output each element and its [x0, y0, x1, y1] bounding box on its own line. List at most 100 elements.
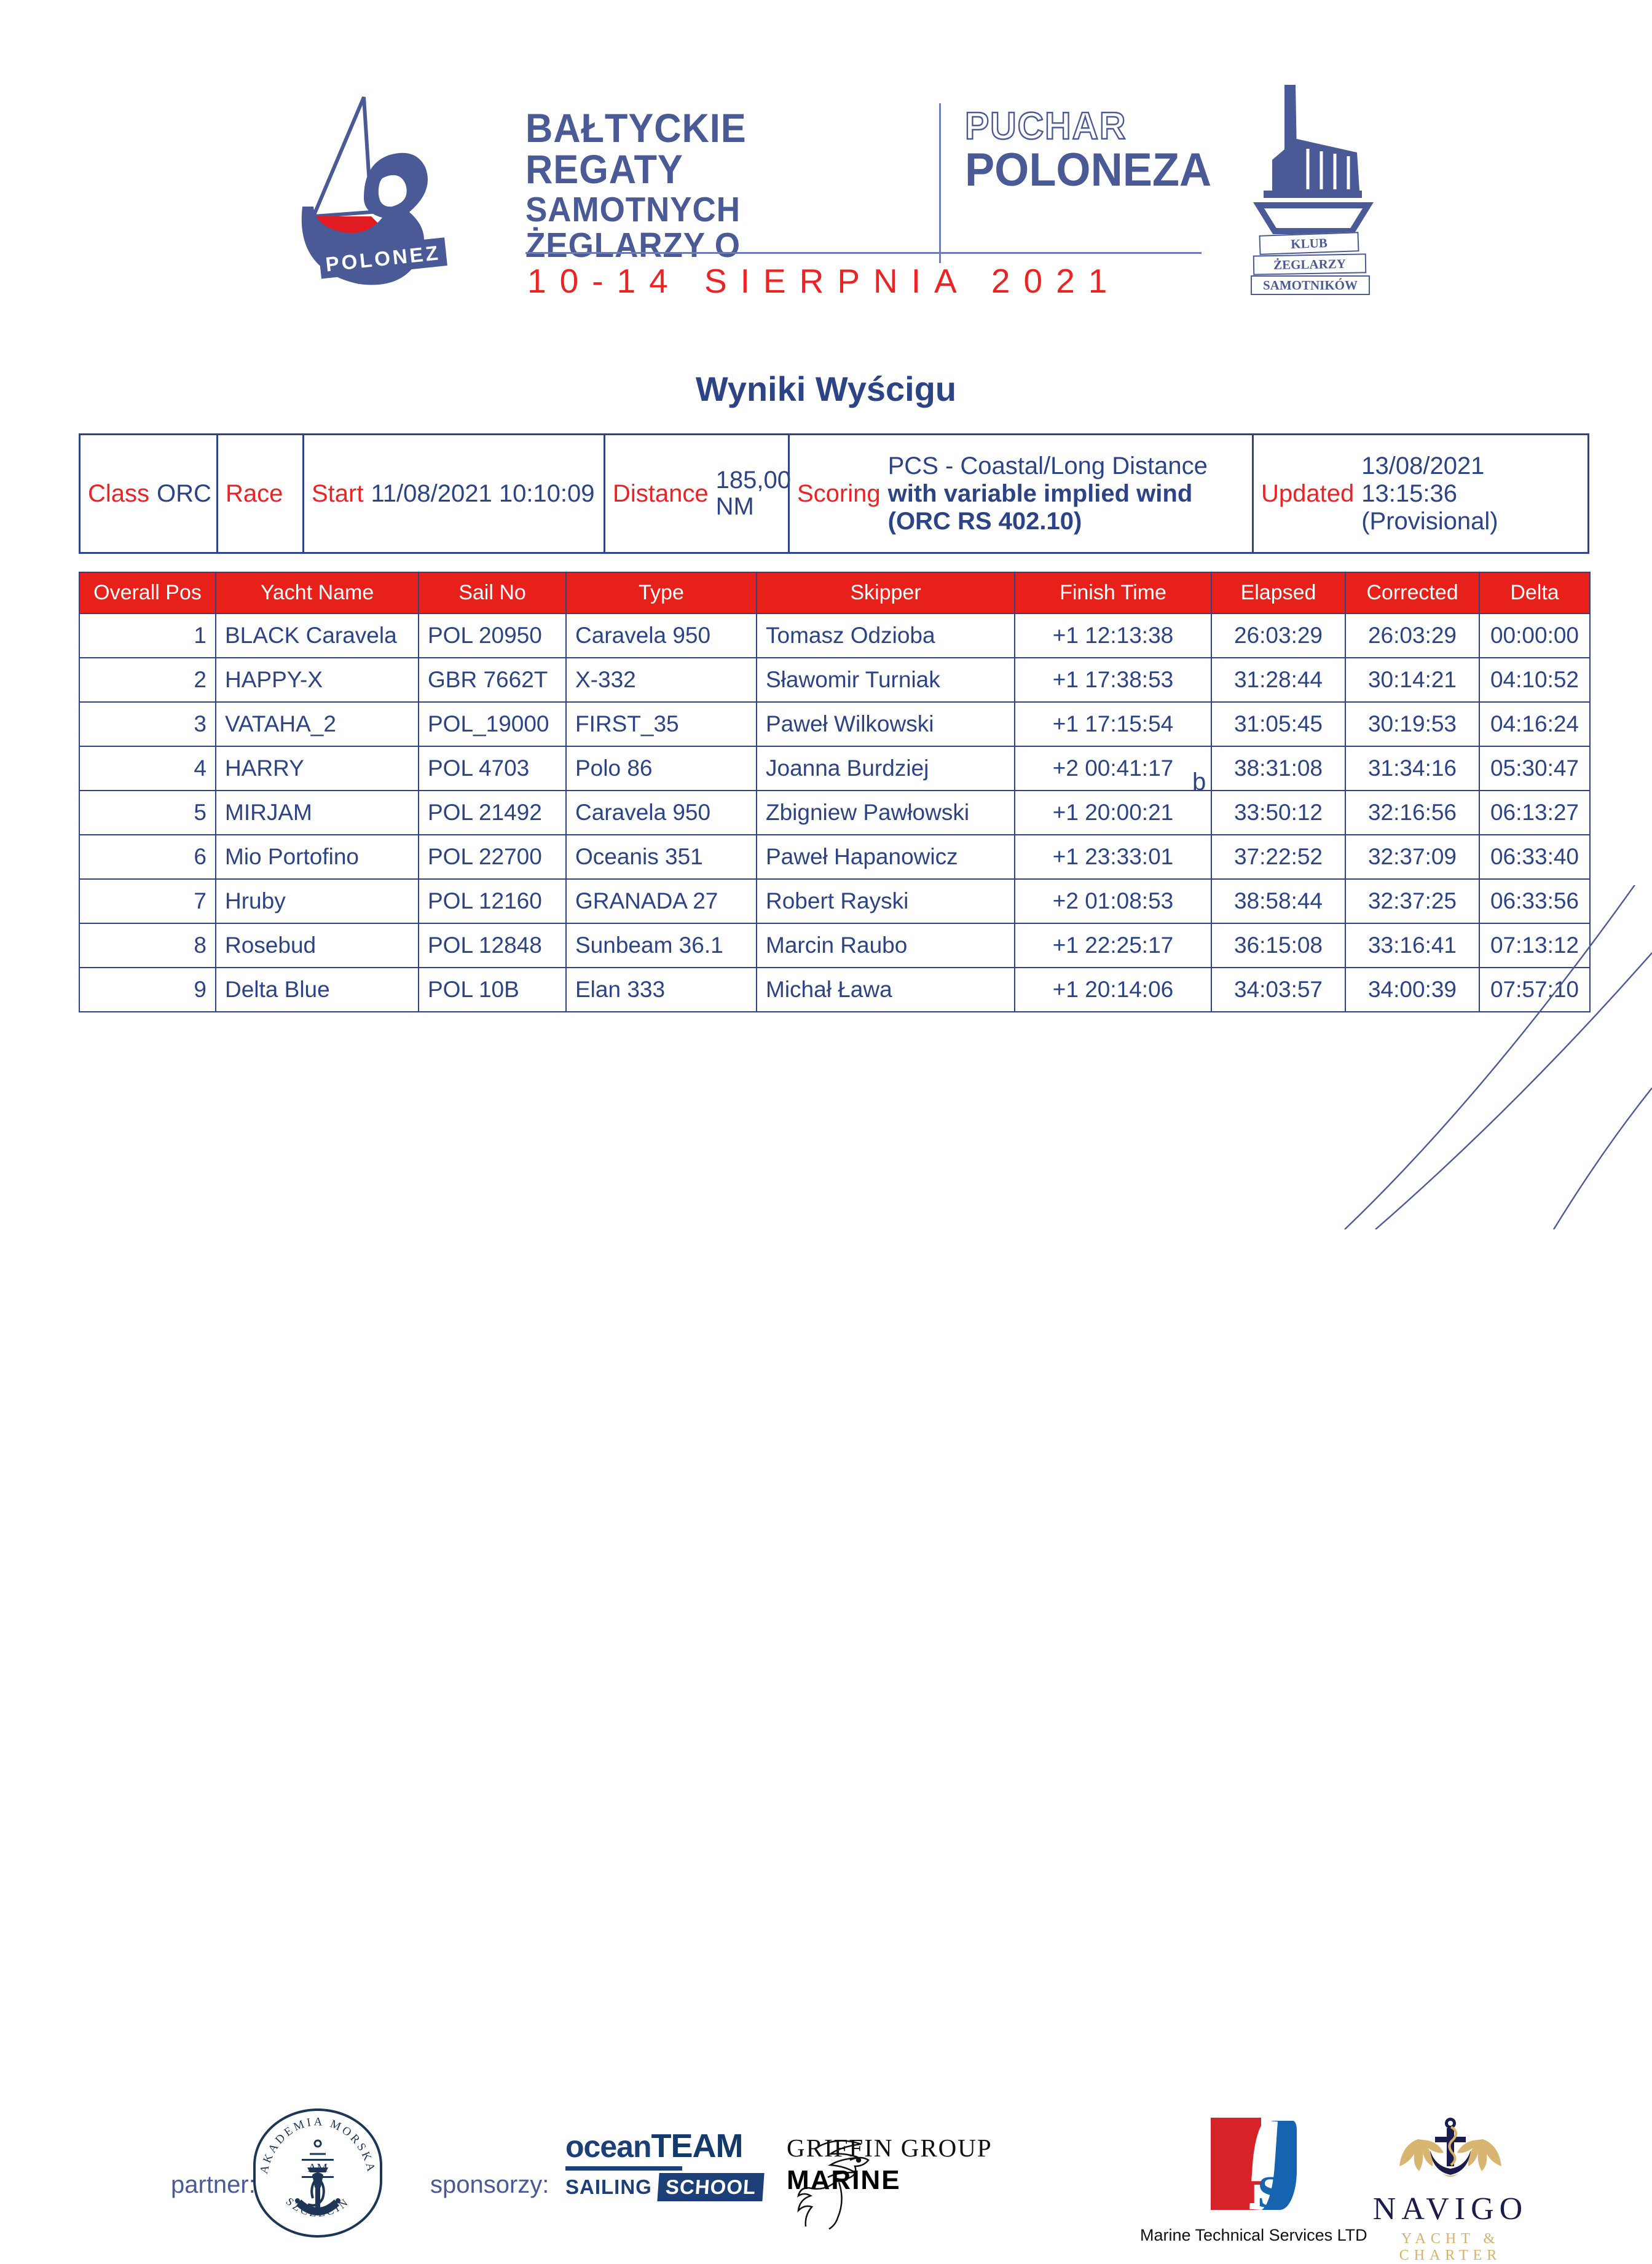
- info-scoring-value: PCS - Coastal/Long Distance with variabl…: [888, 452, 1245, 535]
- cell-type: Elan 333: [565, 967, 757, 1012]
- info-class-label: Class: [88, 479, 150, 507]
- griffin-line2: MARINE: [787, 2165, 901, 2195]
- cell-skipper: Sławomir Turniak: [756, 657, 1015, 703]
- info-distance-value: 185,00 NM: [715, 466, 791, 520]
- cell-yacht-name: VATAHA_2: [215, 701, 419, 747]
- cell-corrected: 30:14:21: [1345, 657, 1480, 703]
- cell-skipper: Tomasz Odzioba: [756, 613, 1015, 658]
- cell-type: X-332: [565, 657, 757, 703]
- info-scoring-value-normal: PCS - Coastal/Long Distance: [887, 452, 1208, 479]
- cell-corrected: 33:16:41: [1345, 923, 1480, 968]
- cell-finish-time: +1 22:25:17: [1014, 923, 1212, 968]
- cell-delta: 05:30:47: [1479, 746, 1591, 791]
- info-distance: Distance 185,00 NM: [605, 435, 791, 552]
- page-title: Wyniki Wyścigu: [695, 369, 957, 408]
- event-title-line2: SAMOTNYCH ŻEGLARZY O: [525, 189, 741, 265]
- cell-type: Caravela 950: [565, 613, 757, 658]
- navigo-wordmark: NAVIGO: [1372, 2191, 1528, 2227]
- column-header-yacht-name[interactable]: Yacht Name: [215, 572, 419, 614]
- cell-elapsed: 36:15:08: [1211, 923, 1346, 968]
- polonez-sail-icon: POLONEZ: [301, 96, 447, 285]
- page-footer: partner: AKADEMIA MORSKA SZCZECIN A: [0, 885, 1652, 2263]
- cell-type: FIRST_35: [565, 701, 757, 747]
- event-title-line1: BAŁTYCKIE REGATY: [525, 105, 747, 192]
- info-updated-value: 13/08/2021 13:15:36 (Provisional): [1361, 452, 1498, 535]
- table-header-row: Overall Pos Yacht Name Sail No Type Skip…: [79, 572, 1591, 614]
- info-scoring-label: Scoring: [797, 479, 881, 507]
- cell-sail-no: POL_19000: [418, 701, 567, 747]
- cell-delta: 07:13:12: [1479, 923, 1591, 968]
- table-row: 1 BLACK Caravela POL 20950 Caravela 950 …: [79, 613, 1591, 658]
- cup-title-line2: POLONEZA: [965, 144, 1212, 196]
- cell-overall-pos: 8: [79, 923, 216, 968]
- info-start-label: Start: [312, 479, 364, 507]
- table-row: 4 HARRY POL 4703 Polo 86 Joanna Burdziej…: [79, 746, 1591, 791]
- column-header-corrected[interactable]: Corrected: [1345, 572, 1480, 614]
- column-header-skipper[interactable]: Skipper: [756, 572, 1015, 614]
- race-info-bar: Class ORC Race Start 11/08/2021 10:10:09…: [79, 433, 1589, 554]
- cell-yacht-name: HAPPY-X: [215, 657, 419, 703]
- griffin-group-marine-logo: GRIFFIN GROUP MARINE: [787, 2133, 993, 2196]
- cell-yacht-name: Mio Portofino: [215, 834, 419, 880]
- info-updated: Updated 13/08/2021 13:15:36 (Provisional…: [1254, 435, 1586, 552]
- results-table-body: 1 BLACK Caravela POL 20950 Caravela 950 …: [79, 613, 1591, 1012]
- table-row: 8 Rosebud POL 12848 Sunbeam 36.1 Marcin …: [79, 923, 1591, 968]
- cell-delta: 07:57:10: [1479, 967, 1591, 1012]
- cell-skipper: Michał Ława: [756, 967, 1015, 1012]
- oceanteam-school: SCHOOL: [657, 2173, 765, 2201]
- cell-delta: 00:00:00: [1479, 613, 1591, 658]
- navigo-logo: NAVIGO YACHT & CHARTER: [1349, 2115, 1552, 2264]
- cell-skipper: Zbigniew Pawłowski: [756, 790, 1015, 835]
- column-header-delta[interactable]: Delta: [1479, 572, 1591, 614]
- column-header-finish-time[interactable]: Finish Time: [1014, 572, 1212, 614]
- cell-skipper: Paweł Wilkowski: [756, 701, 1015, 747]
- sponsors-label: sponsorzy:: [430, 2171, 549, 2198]
- cell-overall-pos: 3: [79, 701, 216, 747]
- info-race-label: Race: [226, 479, 283, 507]
- ribbon-zeglarzy: ŻEGLARZY: [1253, 253, 1367, 275]
- cell-skipper: Robert Rayski: [756, 878, 1015, 924]
- navigo-tagline: YACHT & CHARTER: [1399, 2231, 1502, 2263]
- cell-elapsed: 26:03:29: [1211, 613, 1346, 658]
- cell-sail-no: POL 12160: [418, 878, 567, 924]
- cell-skipper: Marcin Raubo: [756, 923, 1015, 968]
- cell-sail-no: POL 10B: [418, 967, 567, 1012]
- cell-type: Sunbeam 36.1: [565, 923, 757, 968]
- info-distance-label: Distance: [613, 479, 709, 507]
- cell-sail-no: POL 21492: [418, 790, 567, 835]
- ribbon-klub: KLUB: [1259, 232, 1359, 255]
- partner-label: partner:: [171, 2171, 256, 2198]
- cell-sail-no: POL 4703: [418, 746, 567, 791]
- column-header-sail-no[interactable]: Sail No: [418, 572, 567, 614]
- cell-delta: 06:13:27: [1479, 790, 1591, 835]
- oceanteam-subline: SAILING SCHOOL: [565, 2173, 765, 2201]
- boat-icon: [1253, 85, 1374, 234]
- cell-yacht-name: Delta Blue: [215, 967, 419, 1012]
- cell-delta: 06:33:56: [1479, 878, 1591, 924]
- cell-elapsed: 37:22:52: [1211, 834, 1346, 880]
- ribbon-samotnikow: SAMOTNIKÓW: [1251, 275, 1370, 295]
- cell-elapsed: 38:58:44: [1211, 878, 1346, 924]
- cell-skipper: Paweł Hapanowicz: [756, 834, 1015, 880]
- table-row: 2 HAPPY-X GBR 7662T X-332 Sławomir Turni…: [79, 657, 1591, 703]
- mts-logo: MT S Marine Technical Services LTD: [1140, 2118, 1367, 2245]
- cell-elapsed: 31:05:45: [1211, 701, 1346, 747]
- cell-corrected: 30:19:53: [1345, 701, 1480, 747]
- column-header-type[interactable]: Type: [565, 572, 757, 614]
- cell-finish-time: +2 01:08:53: [1014, 878, 1212, 924]
- cell-yacht-name: Hruby: [215, 878, 419, 924]
- column-header-elapsed[interactable]: Elapsed: [1211, 572, 1346, 614]
- column-header-overall-pos[interactable]: Overall Pos: [79, 572, 216, 614]
- info-updated-label: Updated: [1261, 479, 1355, 507]
- info-scoring-value-bold: with variable implied wind (ORC RS 402.1…: [887, 479, 1193, 535]
- info-start-value: 11/08/2021 10:10:09: [371, 479, 595, 507]
- akademia-monogram: AM: [301, 2159, 334, 2178]
- page-header: POLONEZ BAŁTYCKIE REGATY SAMOTNYCH ŻEGLA…: [0, 0, 1652, 344]
- table-row: 7 Hruby POL 12160 GRANADA 27 Robert Rays…: [79, 878, 1591, 924]
- polonez-logo: POLONEZ: [278, 86, 499, 289]
- cell-delta: 06:33:40: [1479, 834, 1591, 880]
- cell-corrected: 26:03:29: [1345, 613, 1480, 658]
- mts-mark-icon: MT S: [1205, 2118, 1303, 2222]
- table-row: 3 VATAHA_2 POL_19000 FIRST_35 Paweł Wilk…: [79, 701, 1591, 747]
- cell-type: Oceanis 351: [565, 834, 757, 880]
